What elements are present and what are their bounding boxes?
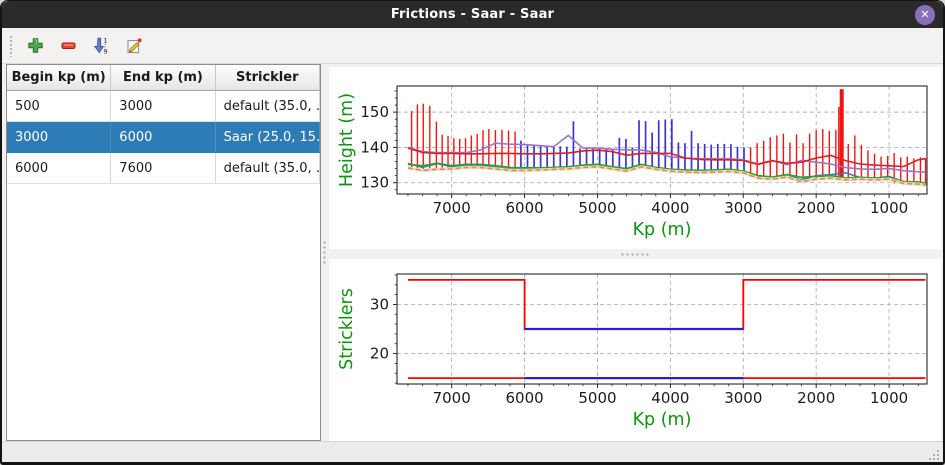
x-axis-label: Kp (m) [633,220,692,240]
add-row-button[interactable] [22,33,48,59]
svg-text:4000: 4000 [651,199,689,217]
svg-text:5000: 5000 [578,199,616,217]
close-icon: ✕ [920,8,930,21]
svg-text:6000: 6000 [505,199,543,217]
axes-frame [396,273,928,385]
svg-text:1000: 1000 [870,389,908,407]
svg-text:2000: 2000 [797,389,835,407]
stricklers-figure: 7000 6000 5000 4000 3000 2000 1000 20 30 Kp (m) St… [329,259,941,442]
sort-ascending-icon: 1 9 [93,36,108,55]
edit-row-button[interactable] [121,33,147,59]
table-cell[interactable]: 3000 [7,122,112,152]
table-row[interactable]: 500 3000 default (35.0, … [7,91,320,122]
remove-row-button[interactable] [55,33,81,59]
column-header-begin-kp[interactable]: Begin kp (m) [7,65,112,90]
table-cell[interactable]: 500 [7,91,112,121]
gridlines [397,274,927,384]
table-cell[interactable]: 3000 [111,91,216,121]
table-cell[interactable]: Saar (25.0, 15.0) [216,122,320,152]
sort-ascending-button[interactable]: 1 9 [88,33,114,59]
table-cell[interactable]: 6000 [111,122,216,152]
plus-icon [27,38,43,53]
horizontal-splitter[interactable] [327,249,943,259]
series-bed-bottom [407,165,926,186]
titlebar[interactable]: Frictions - Saar - Saar ✕ [2,1,943,28]
column-header-strickler[interactable]: Strickler [216,65,320,90]
stricklers-chart: 7000 6000 5000 4000 3000 2000 1000 20 30 Kp (m) St… [337,273,928,430]
toolbar: 1 9 [2,28,943,64]
table-header-row: Begin kp (m) End kp (m) Strickler [7,65,320,91]
minor-ticks [394,274,919,387]
table-cell[interactable]: 7600 [111,153,216,183]
series-upper-envelope [407,134,926,173]
table-cell[interactable]: default (35.0, … [216,153,320,183]
toolbar-drag-handle[interactable] [9,34,13,57]
svg-text:1000: 1000 [870,199,908,217]
svg-text:5000: 5000 [578,389,616,407]
svg-text:30: 30 [370,295,389,313]
series-water-level [407,147,926,168]
frictions-table: Begin kp (m) End kp (m) Strickler 500 300… [6,64,321,441]
svg-text:6000: 6000 [505,389,543,407]
axis-ticks [393,303,890,388]
minor-ticks [394,90,919,197]
svg-text:20: 20 [370,345,389,363]
svg-text:130: 130 [360,174,389,192]
svg-text:7000: 7000 [433,199,471,217]
height-profile-figure: 7000 6000 5000 4000 3000 2000 1000 130 140 150 Kp … [329,67,941,249]
svg-text:3000: 3000 [724,199,762,217]
y-axis-label: Height (m) [337,93,357,187]
svg-text:9: 9 [104,48,108,55]
y-axis-label: Stricklers [337,288,357,370]
tick-labels: 7000 6000 5000 4000 3000 2000 1000 130 140 150 [360,103,908,217]
edit-icon [127,37,142,53]
splitter-dots-icon [322,239,326,266]
svg-text:7000: 7000 [433,389,471,407]
status-bar [2,441,943,462]
column-header-end-kp[interactable]: End kp (m) [111,65,216,90]
minus-icon [61,42,75,49]
svg-text:4000: 4000 [651,389,689,407]
axis-ticks [393,111,890,198]
height-profile-chart: 7000 6000 5000 4000 3000 2000 1000 130 140 150 Kp … [337,85,928,240]
resize-grip[interactable] [928,449,941,462]
svg-text:140: 140 [360,138,389,156]
table-cell[interactable]: 6000 [7,153,112,183]
svg-text:150: 150 [360,103,389,121]
table-cell[interactable]: default (35.0, … [216,91,320,121]
vertical-splitter[interactable] [321,64,327,441]
svg-text:1: 1 [104,36,108,44]
x-axis-label: Kp (m) [633,410,692,430]
svg-text:3000: 3000 [724,389,762,407]
window-title: Frictions - Saar - Saar [390,7,555,22]
table-row[interactable]: 6000 7600 default (35.0, … [7,153,320,184]
table-body: 500 3000 default (35.0, … 3000 6000 Saar (25.… [7,91,320,184]
tick-labels: 7000 6000 5000 4000 3000 2000 1000 20 30 [370,295,908,407]
splitter-dots-icon [620,252,650,256]
close-button[interactable]: ✕ [915,4,935,25]
svg-text:2000: 2000 [797,199,835,217]
series-right-bank [407,162,926,185]
